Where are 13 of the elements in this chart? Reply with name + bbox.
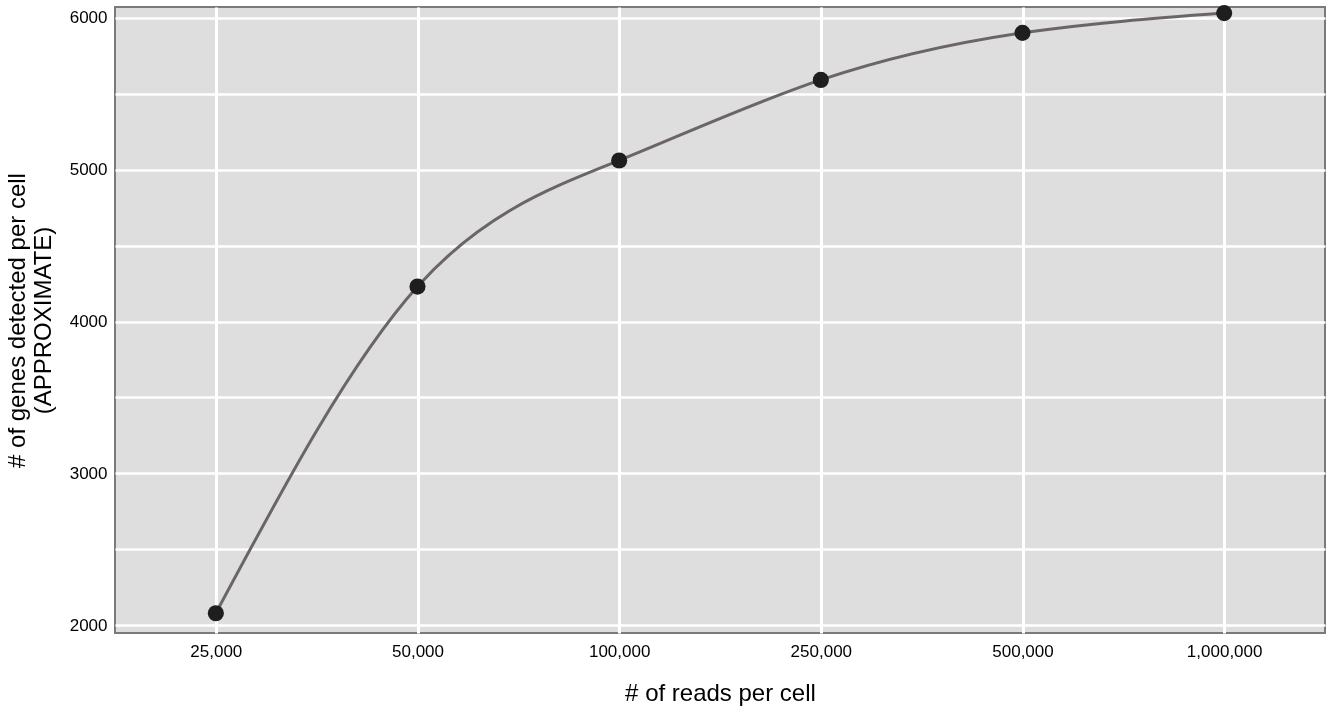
y-tick-label: 3000 bbox=[69, 463, 108, 483]
x-tick-label: 250,000 bbox=[790, 641, 853, 661]
x-tick-label: 100,000 bbox=[588, 641, 651, 661]
y-tick-label: 6000 bbox=[69, 8, 108, 28]
y-tick-label: 2000 bbox=[69, 615, 108, 635]
x-tick-label: 500,000 bbox=[992, 641, 1054, 661]
x-tick-label: 1,000,000 bbox=[1186, 641, 1263, 661]
x-tick-label: 50,000 bbox=[392, 641, 444, 661]
text: # of genes detected per cell bbox=[2, 173, 30, 468]
x-tick-label: 25,000 bbox=[190, 641, 243, 661]
y-tick-label: 5000 bbox=[69, 160, 108, 180]
y-tick-label: 4000 bbox=[69, 312, 108, 332]
x-axis-title: # of reads per cell bbox=[625, 678, 816, 706]
